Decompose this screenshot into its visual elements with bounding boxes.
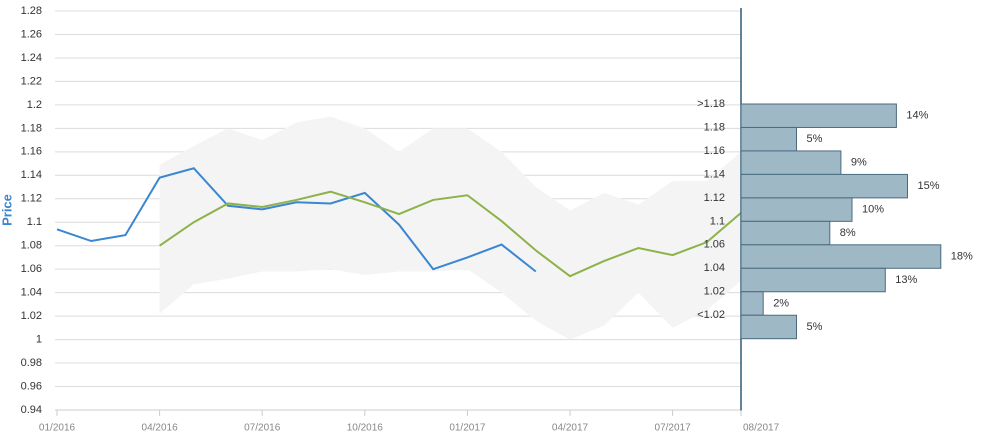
- x-tick-label: 07/2016: [244, 423, 281, 434]
- value-label: 18%: [951, 250, 973, 262]
- range-band: [159, 116, 742, 340]
- histogram-bar: [740, 150, 842, 175]
- histogram-category: 1.02: [704, 286, 725, 298]
- x-tick-label: 01/2017: [449, 423, 486, 434]
- x-tick-label: 10/2016: [347, 423, 384, 434]
- y-tick-label: 1.1: [27, 216, 42, 228]
- histogram-bar: [740, 197, 853, 222]
- histogram-bar: [740, 126, 797, 152]
- value-label: 15%: [918, 180, 940, 192]
- y-tick-label: 1.12: [21, 193, 42, 205]
- value-label: 8%: [840, 227, 856, 239]
- x-tick-label: 07/2017: [655, 423, 692, 434]
- histogram-category: 1.1: [710, 215, 725, 227]
- value-label: 14%: [906, 110, 928, 122]
- y-tick-label: 1.14: [21, 169, 42, 181]
- histogram-bar: [740, 103, 897, 128]
- x-tick-label: 01/2016: [39, 423, 76, 434]
- value-label: 2%: [773, 297, 789, 309]
- value-label: 13%: [895, 274, 917, 286]
- histogram-category: 1.14: [704, 168, 725, 180]
- x-tick-label: 04/2017: [552, 423, 589, 434]
- y-tick-label: 1.22: [21, 75, 42, 87]
- x-tick-label: 04/2016: [142, 423, 179, 434]
- y-tick-label: 1: [36, 333, 42, 345]
- y-tick-label: 1.18: [21, 122, 42, 134]
- histogram-bar: [740, 267, 886, 293]
- value-label: 10%: [862, 204, 884, 216]
- y-tick-label: 1.28: [21, 5, 42, 17]
- y-tick-label: 1.06: [21, 263, 42, 275]
- y-tick-label: 0.96: [21, 380, 42, 392]
- histogram-category: 1.12: [704, 192, 725, 204]
- histogram-bar: [740, 220, 831, 246]
- value-label: 9%: [851, 157, 867, 169]
- y-tick-label: 1.24: [21, 52, 42, 64]
- histogram-category: <1.02: [697, 309, 725, 321]
- series-line: [159, 190, 742, 278]
- histogram-category: 1.18: [704, 121, 725, 133]
- y-tick-label: 1.08: [21, 240, 42, 252]
- histogram-category: >1.18: [697, 98, 725, 110]
- y-tick-label: 0.98: [21, 357, 42, 369]
- histogram-category: 1.06: [704, 239, 725, 251]
- value-label: 5%: [807, 321, 823, 333]
- y-tick-label: 0.94: [21, 404, 42, 416]
- histogram-bar: [740, 291, 764, 316]
- series-line: [56, 167, 537, 273]
- histogram-bar: [740, 244, 942, 269]
- y-tick-label: 1.04: [21, 287, 42, 299]
- histogram-category: 1.16: [704, 145, 725, 157]
- y-tick-label: 1.26: [21, 28, 42, 40]
- y-axis-title: Price: [0, 194, 14, 226]
- histogram-category: 1.04: [704, 262, 725, 274]
- x-tick-label: 08/2017: [743, 423, 780, 434]
- y-tick-label: 1.02: [21, 310, 42, 322]
- y-tick-label: 1.2: [27, 99, 42, 111]
- value-label: 5%: [807, 133, 823, 145]
- y-tick-label: 1.16: [21, 146, 42, 158]
- histogram-bar: [740, 314, 797, 340]
- histogram-bar: [740, 173, 908, 199]
